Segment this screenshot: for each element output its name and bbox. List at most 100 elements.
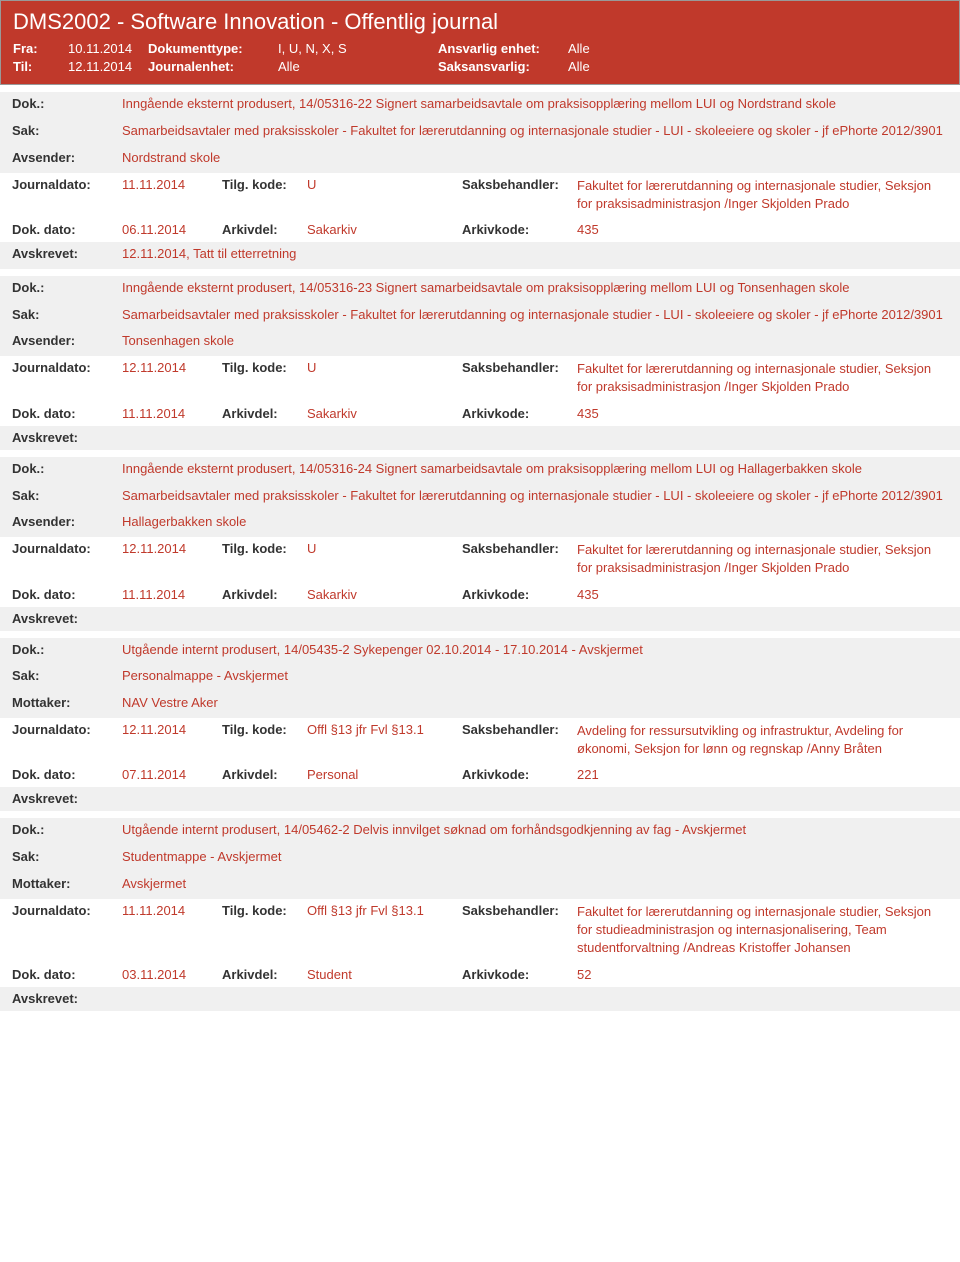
dok-row: Dok.:Inngående eksternt produsert, 14/05… [0,92,960,119]
dok-row: Dok.:Utgående internt produsert, 14/0543… [0,638,960,665]
arkivdel-label: Arkivdel: [222,966,307,982]
arkivkode-value: 435 [577,221,948,237]
saksbehandler-label: Saksbehandler: [462,359,577,375]
dok-row-label: Dok.: [12,95,122,111]
tilgkode-label: Tilg. kode: [222,176,307,192]
arkivkode-label: Arkivkode: [462,966,577,982]
detail-row: Journaldato:12.11.2014Tilg. kode:USaksbe… [0,356,960,401]
arkivkode-label: Arkivkode: [462,221,577,237]
tilgkode-value: Offl §13 jfr Fvl §13.1 [307,902,462,918]
journaldato-value: 12.11.2014 [122,359,222,375]
tilgkode-label: Tilg. kode: [222,359,307,375]
dok-row-label: Dok.: [12,279,122,295]
sak-row-label: Sak: [12,122,122,138]
dok-value: Utgående internt produsert, 14/05435-2 S… [122,641,948,660]
avskrevet-row-label: Avskrevet: [12,429,122,445]
tilgkode-value: U [307,359,462,375]
tilgkode-value: U [307,540,462,556]
saksbehandler-value: Fakultet for lærerutdanning og internasj… [577,540,948,577]
detail-row: Dok. dato:11.11.2014Arkivdel:SakarkivArk… [0,583,960,607]
avskrevet-row: Avskrevet: [0,426,960,450]
saksbehandler-label: Saksbehandler: [462,540,577,556]
detail-row: Journaldato:12.11.2014Tilg. kode:Offl §1… [0,718,960,763]
ansvarlig-value: Alle [568,41,590,56]
tilgkode-label: Tilg. kode: [222,540,307,556]
report-title: DMS2002 - Software Innovation - Offentli… [13,9,947,35]
sak-row-label: Sak: [12,848,122,864]
dokdato-value: 03.11.2014 [122,966,222,982]
party-row-label: Mottaker: [12,875,122,891]
party-row: Mottaker:Avskjermet [0,872,960,899]
arkivkode-value: 52 [577,966,948,982]
arkivkode-label: Arkivkode: [462,586,577,602]
avskrevet-row: Avskrevet: [0,787,960,811]
party-row: Mottaker:NAV Vestre Aker [0,691,960,718]
party-value: Tonsenhagen skole [122,332,948,351]
dok-value: Utgående internt produsert, 14/05462-2 D… [122,821,948,840]
sak-row: Sak:Samarbeidsavtaler med praksisskoler … [0,484,960,511]
header-row-2: Til: 12.11.2014 Journalenhet: Alle Saksa… [13,59,947,74]
sak-row: Sak:Samarbeidsavtaler med praksisskoler … [0,303,960,330]
avskrevet-row-label: Avskrevet: [12,790,122,806]
saksbehandler-label: Saksbehandler: [462,721,577,737]
journal-record: Dok.:Utgående internt produsert, 14/0543… [0,638,960,812]
avskrevet-row-label: Avskrevet: [12,990,122,1006]
journaldato-value: 12.11.2014 [122,540,222,556]
tilgkode-label: Tilg. kode: [222,902,307,918]
arkivkode-value: 435 [577,405,948,421]
ansvarlig-label: Ansvarlig enhet: [438,41,568,56]
dokdato-label: Dok. dato: [12,766,122,782]
journaldato-value: 11.11.2014 [122,902,222,918]
dokdato-label: Dok. dato: [12,966,122,982]
dokdato-value: 06.11.2014 [122,221,222,237]
party-row: Avsender:Tonsenhagen skole [0,329,960,356]
journaldato-label: Journaldato: [12,176,122,192]
sak-value: Samarbeidsavtaler med praksisskoler - Fa… [122,122,948,141]
saksansvarlig-value: Alle [568,59,590,74]
journal-record: Dok.:Inngående eksternt produsert, 14/05… [0,276,960,450]
arkivdel-value: Student [307,966,462,982]
arkivdel-label: Arkivdel: [222,221,307,237]
arkivdel-value: Personal [307,766,462,782]
dok-row-label: Dok.: [12,460,122,476]
dok-row: Dok.:Utgående internt produsert, 14/0546… [0,818,960,845]
detail-row: Dok. dato:03.11.2014Arkivdel:StudentArki… [0,963,960,987]
detail-row: Dok. dato:11.11.2014Arkivdel:SakarkivArk… [0,402,960,426]
dokdato-value: 07.11.2014 [122,766,222,782]
dok-row-label: Dok.: [12,821,122,837]
til-label: Til: [13,59,68,74]
avskrevet-row-label: Avskrevet: [12,610,122,626]
tilgkode-label: Tilg. kode: [222,721,307,737]
saksbehandler-label: Saksbehandler: [462,902,577,918]
sak-value: Samarbeidsavtaler med praksisskoler - Fa… [122,487,948,506]
journal-record: Dok.:Utgående internt produsert, 14/0546… [0,818,960,1010]
party-row-label: Avsender: [12,149,122,165]
avskrevet-row: Avskrevet: [0,607,960,631]
party-value: Avskjermet [122,875,948,894]
journal-record: Dok.:Inngående eksternt produsert, 14/05… [0,92,960,269]
dok-row: Dok.:Inngående eksternt produsert, 14/05… [0,457,960,484]
arkivdel-label: Arkivdel: [222,586,307,602]
journaldato-label: Journaldato: [12,721,122,737]
dok-row: Dok.:Inngående eksternt produsert, 14/05… [0,276,960,303]
journaldato-label: Journaldato: [12,359,122,375]
arkivkode-label: Arkivkode: [462,766,577,782]
journaldato-label: Journaldato: [12,902,122,918]
sak-row: Sak:Samarbeidsavtaler med praksisskoler … [0,119,960,146]
detail-row: Journaldato:11.11.2014Tilg. kode:Offl §1… [0,899,960,963]
saksbehandler-value: Fakultet for lærerutdanning og internasj… [577,902,948,958]
header-row-1: Fra: 10.11.2014 Dokumenttype: I, U, N, X… [13,41,947,56]
journaldato-label: Journaldato: [12,540,122,556]
dokdato-label: Dok. dato: [12,586,122,602]
dok-value: Inngående eksternt produsert, 14/05316-2… [122,460,948,479]
dokdato-label: Dok. dato: [12,221,122,237]
detail-row: Dok. dato:06.11.2014Arkivdel:SakarkivArk… [0,218,960,242]
saksbehandler-value: Fakultet for lærerutdanning og internasj… [577,359,948,396]
dok-row-label: Dok.: [12,641,122,657]
avskrevet-row-label: Avskrevet: [12,245,122,261]
journal-record: Dok.:Inngående eksternt produsert, 14/05… [0,457,960,631]
dokdato-value: 11.11.2014 [122,405,222,421]
sak-row: Sak:Personalmappe - Avskjermet [0,664,960,691]
dok-value: Inngående eksternt produsert, 14/05316-2… [122,279,948,298]
saksbehandler-value: Fakultet for lærerutdanning og internasj… [577,176,948,213]
